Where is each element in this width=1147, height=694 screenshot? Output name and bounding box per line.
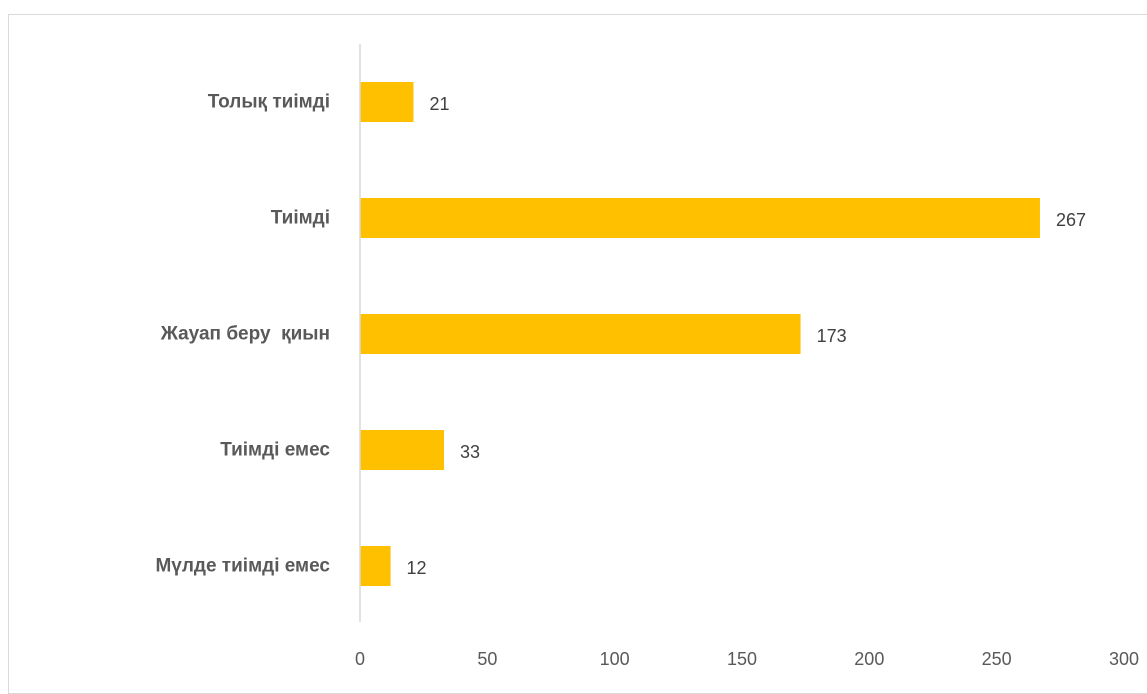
category-labels: Толық тиімді Тиімді Жауап беру қиын Тиімді … xyxy=(155,92,330,577)
bar-chart: Толық тиімді Тиімді Жауап беру қиын Тиімді … xyxy=(155,44,1139,669)
x-tick-label-200: 200 xyxy=(854,649,884,669)
x-tick-label-250: 250 xyxy=(982,649,1012,669)
category-label-3: Жауап беру қиын xyxy=(160,324,330,345)
data-label-5: 12 xyxy=(407,558,427,578)
bar-1 xyxy=(360,82,414,122)
data-label-3: 173 xyxy=(817,326,847,346)
category-label-5: Мүлде тиімді емес xyxy=(155,556,330,577)
category-label-1: Толық тиімді xyxy=(208,92,330,113)
x-tick-label-300: 300 xyxy=(1109,649,1139,669)
x-tick-label-100: 100 xyxy=(600,649,630,669)
bars-layer xyxy=(360,82,1040,586)
bar-5 xyxy=(360,546,391,586)
x-tick-label-50: 50 xyxy=(477,649,497,669)
category-label-2: Тиімді xyxy=(271,208,330,229)
x-tick-label-150: 150 xyxy=(727,649,757,669)
bar-2 xyxy=(360,198,1040,238)
data-label-2: 267 xyxy=(1056,210,1086,230)
bar-4 xyxy=(360,430,445,470)
x-axis-tick-labels: 0 50 100 150 200 250 300 xyxy=(355,649,1139,669)
data-label-1: 21 xyxy=(429,94,449,114)
data-labels: 21 267 173 33 12 xyxy=(407,94,1086,578)
x-tick-label-0: 0 xyxy=(355,649,365,669)
category-label-4: Тиімді емес xyxy=(220,440,330,461)
bar-3 xyxy=(360,314,801,354)
data-label-4: 33 xyxy=(460,442,480,462)
